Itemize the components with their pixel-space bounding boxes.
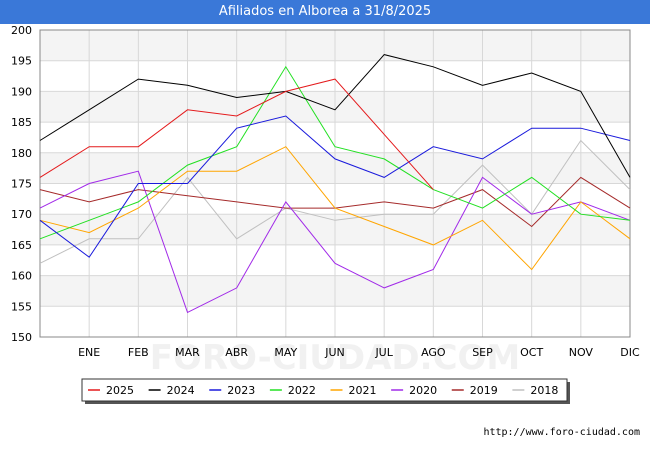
legend-label-2020: 2020 bbox=[409, 384, 437, 397]
y-tick-label: 200 bbox=[11, 24, 32, 37]
chart-title: Afiliados en Alborea a 31/8/2025 bbox=[0, 0, 650, 24]
series-line-2025 bbox=[39, 78, 434, 190]
legend-label-2018: 2018 bbox=[530, 384, 558, 397]
x-tick-label: ENE bbox=[78, 346, 100, 359]
y-tick-label: 170 bbox=[11, 208, 32, 221]
legend-label-2024: 2024 bbox=[167, 384, 195, 397]
x-tick-label: DIC bbox=[620, 346, 640, 359]
x-tick-label: ABR bbox=[225, 346, 248, 359]
legend-label-2022: 2022 bbox=[288, 384, 316, 397]
y-tick-label: 185 bbox=[11, 116, 32, 129]
y-tick-label: 160 bbox=[11, 270, 32, 283]
source-url[interactable]: http://www.foro-ciudad.com bbox=[483, 427, 640, 438]
series-line-2022 bbox=[39, 65, 631, 240]
x-tick-label: AGO bbox=[421, 346, 446, 359]
x-tick-label: JUN bbox=[324, 346, 345, 359]
y-tick-label: 165 bbox=[11, 239, 32, 252]
watermark-text: FORO-CIUDAD.COM bbox=[150, 338, 521, 378]
x-tick-label: MAR bbox=[175, 346, 200, 359]
x-tick-label: NOV bbox=[569, 346, 594, 359]
x-tick-label: MAY bbox=[274, 346, 297, 359]
x-tick-label: FEB bbox=[128, 346, 149, 359]
y-tick-label: 155 bbox=[11, 300, 32, 313]
series-line-2021 bbox=[39, 146, 631, 271]
x-tick-label: JUL bbox=[374, 346, 393, 359]
legend-label-2023: 2023 bbox=[227, 384, 255, 397]
series-line-2024 bbox=[39, 54, 631, 178]
line-chart: FORO-CIUDAD.COM 150 155 160 165 170 175 180 185 1… bbox=[11, 24, 640, 404]
legend-label-2021: 2021 bbox=[349, 384, 377, 397]
legend-label-2019: 2019 bbox=[470, 384, 498, 397]
plot-border bbox=[39, 29, 631, 338]
series-line-2023 bbox=[39, 115, 631, 258]
y-tick-label: 190 bbox=[11, 85, 32, 98]
y-tick-label: 195 bbox=[11, 55, 32, 68]
y-tick-label: 180 bbox=[11, 147, 32, 160]
legend-box bbox=[81, 378, 568, 402]
y-tick-label: 175 bbox=[11, 178, 32, 191]
y-tick-label: 150 bbox=[11, 331, 32, 344]
x-tick-label: SEP bbox=[472, 346, 493, 359]
series-line-2020 bbox=[39, 170, 631, 314]
legend-label-2025: 2025 bbox=[106, 384, 134, 397]
x-tick-label: OCT bbox=[520, 346, 543, 359]
